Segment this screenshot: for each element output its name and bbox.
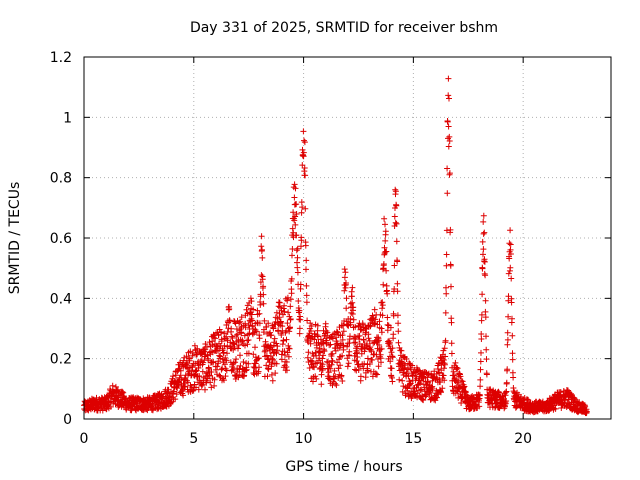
chart-title: Day 331 of 2025, SRMTID for receiver bsh… xyxy=(190,20,498,36)
y-tick-label: 1 xyxy=(63,110,72,126)
y-axis-label: SRMTID / TECUs xyxy=(7,182,23,295)
x-tick-label: 15 xyxy=(404,431,422,447)
x-axis-label: GPS time / hours xyxy=(285,459,402,475)
x-tick-label: 5 xyxy=(189,431,198,447)
y-tick-label: 0.4 xyxy=(50,291,72,307)
x-tick-label: 0 xyxy=(80,431,89,447)
y-tick-label: 0.2 xyxy=(50,352,72,368)
x-tick-label: 10 xyxy=(295,431,313,447)
data-points xyxy=(81,75,590,417)
x-tick-label: 20 xyxy=(514,431,532,447)
srmtid-scatter-markers xyxy=(81,75,590,417)
y-tick-label: 1.2 xyxy=(50,50,72,66)
grid-lines xyxy=(84,57,611,419)
y-tick-label: 0 xyxy=(63,412,72,428)
y-tick-label: 0.6 xyxy=(50,231,72,247)
y-tick-label: 0.8 xyxy=(50,171,72,187)
axis-ticks: 0 5 10 15 20 0 0.2 0.4 0.6 0.8 1 1.2 xyxy=(50,50,611,447)
